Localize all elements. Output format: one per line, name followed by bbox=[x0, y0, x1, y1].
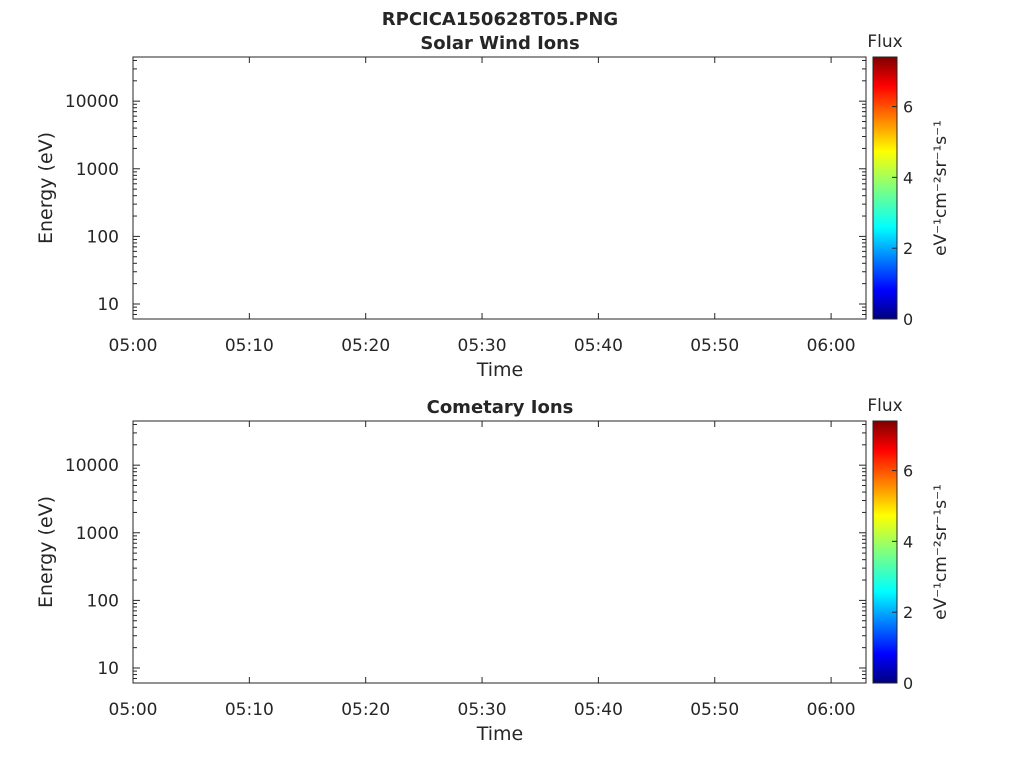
x-tick-label: 05:10 bbox=[225, 336, 274, 356]
x-tick-label: 05:10 bbox=[225, 700, 274, 720]
y-tick-label: 10000 bbox=[65, 456, 119, 476]
x-tick-label: 05:30 bbox=[458, 700, 507, 720]
x-tick-label: 05:20 bbox=[341, 700, 390, 720]
colorbar-tick-label: 0 bbox=[903, 310, 913, 329]
cometary-xlabel: Time bbox=[476, 723, 524, 745]
panel-title-cometary: Cometary Ions bbox=[427, 397, 574, 418]
x-tick-label: 05:20 bbox=[341, 336, 390, 356]
solar-wind-ions-panel: Solar Wind Ions 05:00 05:10 05:20 05:30 05:4… bbox=[35, 32, 951, 381]
cometary-colorbar-gradient bbox=[872, 420, 898, 684]
cometary-colorbar-label: eV⁻¹cm⁻²sr⁻¹s⁻¹ bbox=[931, 484, 951, 620]
solar-wind-colorbar-ticks: 0 2 4 6 bbox=[892, 98, 913, 329]
colorbar-tick-label: 6 bbox=[903, 462, 913, 481]
solar-wind-colorbar: Flux 0 2 4 6 eV⁻¹cm⁻²sr⁻¹s⁻¹ bbox=[867, 32, 951, 329]
solar-wind-colorbar-gradient bbox=[872, 56, 898, 320]
x-tick-label: 06:00 bbox=[807, 700, 856, 720]
y-tick-label: 1000 bbox=[76, 524, 119, 544]
colorbar-tick-label: 0 bbox=[903, 674, 913, 693]
colorbar-tick-label: 4 bbox=[903, 532, 913, 551]
colorbar-tick-label: 2 bbox=[903, 239, 913, 258]
y-tick-label: 1000 bbox=[76, 160, 119, 180]
x-tick-label: 05:00 bbox=[109, 700, 158, 720]
cometary-colorbar-ticks: 0 2 4 6 bbox=[892, 462, 913, 693]
x-tick-label: 05:50 bbox=[690, 700, 739, 720]
y-tick-label: 100 bbox=[87, 227, 119, 247]
y-tick-label: 10 bbox=[97, 659, 119, 679]
cometary-ions-panel: Cometary Ions 05:00 05:10 05:20 05:30 05:40 0… bbox=[35, 396, 951, 745]
x-tick-label: 05:40 bbox=[574, 336, 623, 356]
solar-wind-y-ticks: 10 100 1000 10000 bbox=[65, 59, 866, 315]
x-tick-label: 05:50 bbox=[690, 336, 739, 356]
cometary-colorbar-title: Flux bbox=[867, 396, 902, 416]
colorbar-tick-label: 2 bbox=[903, 603, 913, 622]
solar-wind-ylabel: Energy (eV) bbox=[35, 132, 57, 244]
cometary-colorbar: Flux 0 2 4 6 eV⁻¹cm⁻²sr⁻¹s⁻¹ bbox=[867, 396, 951, 693]
y-tick-label: 10 bbox=[97, 295, 119, 315]
solar-wind-axes-frame bbox=[132, 56, 867, 320]
solar-wind-xlabel: Time bbox=[476, 359, 524, 381]
colorbar-tick-label: 4 bbox=[903, 168, 913, 187]
x-tick-label: 05:30 bbox=[458, 336, 507, 356]
cometary-x-ticks: 05:00 05:10 05:20 05:30 05:40 05:50 06:00 bbox=[109, 421, 856, 720]
figure-title: RPCICA150628T05.PNG bbox=[382, 9, 618, 30]
cometary-ylabel: Energy (eV) bbox=[35, 496, 57, 608]
solar-wind-colorbar-title: Flux bbox=[867, 32, 902, 52]
solar-wind-colorbar-label: eV⁻¹cm⁻²sr⁻¹s⁻¹ bbox=[931, 120, 951, 256]
cometary-y-ticks: 10 100 1000 10000 bbox=[65, 423, 866, 679]
y-tick-label: 100 bbox=[87, 591, 119, 611]
y-tick-label: 10000 bbox=[65, 92, 119, 112]
x-tick-label: 05:00 bbox=[109, 336, 158, 356]
colorbar-tick-label: 6 bbox=[903, 98, 913, 117]
solar-wind-x-ticks: 05:00 05:10 05:20 05:30 05:40 05:50 06:00 bbox=[109, 57, 856, 356]
cometary-axes-frame bbox=[132, 420, 867, 684]
x-tick-label: 06:00 bbox=[807, 336, 856, 356]
x-tick-label: 05:40 bbox=[574, 700, 623, 720]
panel-title-solar-wind: Solar Wind Ions bbox=[420, 33, 579, 54]
